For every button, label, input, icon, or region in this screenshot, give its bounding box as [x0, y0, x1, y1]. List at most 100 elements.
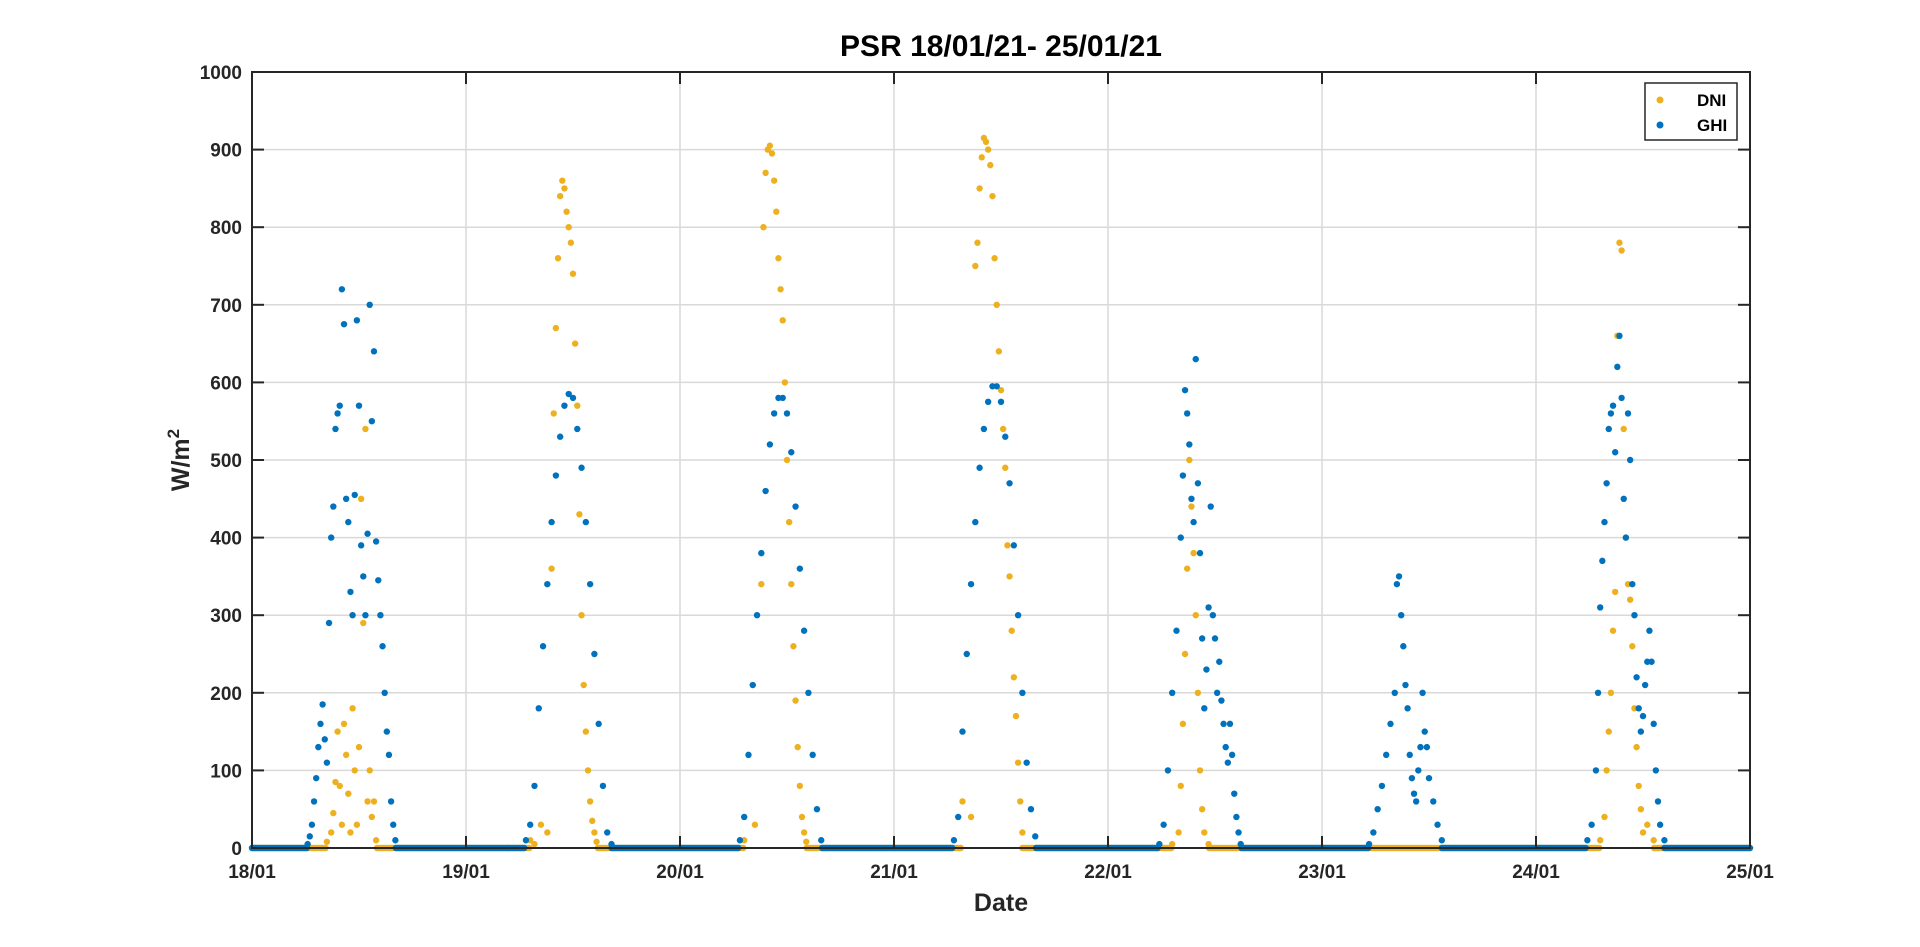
dni-data-point — [978, 154, 985, 161]
y-tick-label: 0 — [231, 839, 242, 860]
ghi-data-point — [1160, 821, 1167, 828]
ghi-data-point — [758, 549, 765, 557]
ghi-data-point — [1183, 410, 1191, 417]
y-tick-label: 700 — [210, 296, 242, 317]
ghi-data-point — [1603, 480, 1610, 487]
x-tick-label: 24/01 — [1512, 862, 1560, 883]
dni-data-point — [372, 837, 380, 844]
ghi-data-point — [1207, 503, 1214, 510]
ghi-data-point — [1412, 798, 1420, 805]
dni-data-point — [1175, 829, 1182, 836]
ghi-data-point — [1237, 840, 1244, 848]
ghi-data-point — [1609, 402, 1617, 409]
ghi-data-point — [308, 821, 316, 828]
ghi-data-point — [306, 833, 313, 840]
dni-data-point — [993, 301, 1000, 308]
ghi-data-point — [1597, 604, 1604, 611]
ghi-data-point — [950, 837, 958, 844]
ghi-data-point — [1235, 829, 1242, 836]
ghi-data-point — [1624, 410, 1632, 417]
dni-data-point — [565, 224, 572, 231]
dni-data-point — [336, 782, 343, 790]
dni-data-point — [997, 386, 1005, 394]
ghi-data-point — [1641, 681, 1649, 689]
dni-data-point — [559, 177, 566, 184]
ghi-data-point — [967, 580, 975, 588]
dni-data-point — [1194, 689, 1202, 696]
dni-data-point — [368, 813, 376, 821]
ghi-data-point — [813, 806, 821, 813]
ghi-data-point — [366, 301, 373, 308]
ghi-data-point — [1611, 449, 1619, 456]
grid — [251, 71, 1751, 849]
ghi-data-point — [319, 701, 326, 708]
ghi-data-point — [1400, 643, 1407, 650]
dni-data-point — [576, 511, 583, 518]
ghi-data-point — [1626, 456, 1634, 464]
dni-data-point — [584, 767, 592, 774]
ghi-data-point — [1404, 705, 1411, 712]
ghi-data-point — [997, 398, 1005, 405]
ghi-data-point — [1188, 495, 1195, 502]
ghi-data-point — [762, 487, 769, 495]
dni-data-point — [773, 208, 780, 215]
ghi-data-point — [1164, 767, 1172, 774]
dni-data-point — [342, 751, 350, 759]
ghi-data-point — [332, 425, 339, 433]
dni-data-point — [552, 324, 560, 332]
ghi-data-point — [1186, 441, 1193, 448]
ghi-data-point — [972, 518, 979, 526]
ghi-data-point — [783, 410, 791, 417]
dni-data-point — [798, 813, 806, 821]
ghi-data-point — [736, 837, 744, 844]
ghi-data-point — [1639, 712, 1647, 720]
dni-data-point — [1183, 565, 1191, 572]
dni-data-point — [567, 239, 575, 246]
ghi-data-point — [1622, 534, 1630, 541]
x-tick-label: 21/01 — [870, 862, 918, 883]
ghi-data-point — [1179, 472, 1187, 479]
ghi-data-point — [1417, 743, 1424, 751]
dni-data-point — [1192, 612, 1199, 619]
ghi-data-point — [377, 612, 384, 619]
ghi-data-point — [1616, 332, 1623, 340]
dni-data-point — [574, 402, 581, 409]
dni-data-point — [976, 185, 983, 192]
y-tick-label: 800 — [210, 218, 242, 239]
ghi-data-point — [770, 410, 778, 417]
ghi-data-point — [325, 619, 333, 627]
ghi-data-point — [1592, 767, 1600, 774]
ghi-data-point — [1648, 658, 1655, 665]
dni-data-point — [1635, 782, 1642, 790]
y-tick-label: 1000 — [200, 63, 242, 84]
dni-data-point — [1181, 650, 1189, 658]
dni-data-point — [582, 728, 590, 735]
ghi-data-point — [313, 774, 320, 782]
ghi-data-point — [1607, 410, 1615, 417]
ghi-data-point — [317, 720, 324, 728]
ghi-data-point — [1209, 612, 1217, 619]
dni-data-point — [569, 270, 577, 277]
dni-data-point — [989, 192, 996, 200]
ghi-data-point — [1233, 813, 1240, 821]
dni-data-point — [1006, 573, 1013, 580]
ghi-data-point — [1584, 837, 1591, 844]
dni-data-point — [347, 829, 354, 836]
ghi-data-point — [1032, 833, 1039, 840]
ghi-data-point — [1629, 580, 1636, 588]
legend-ghi-label: GHI — [1697, 116, 1727, 135]
ghi-data-point — [338, 286, 346, 293]
dni-data-point — [1010, 674, 1018, 681]
ghi-data-point — [1177, 534, 1184, 541]
dni-data-point — [1618, 247, 1625, 254]
ghi-data-point — [796, 565, 804, 572]
dni-data-point — [332, 778, 339, 786]
ghi-data-point — [1605, 425, 1612, 433]
ghi-data-point — [1383, 751, 1390, 759]
ghi-data-point — [599, 782, 607, 790]
ghi-data-point — [779, 394, 786, 402]
ghi-data-point — [1198, 635, 1206, 642]
ghi-data-point — [1656, 821, 1664, 828]
ghi-data-point — [1387, 720, 1394, 728]
ghi-data-point — [1019, 689, 1026, 696]
